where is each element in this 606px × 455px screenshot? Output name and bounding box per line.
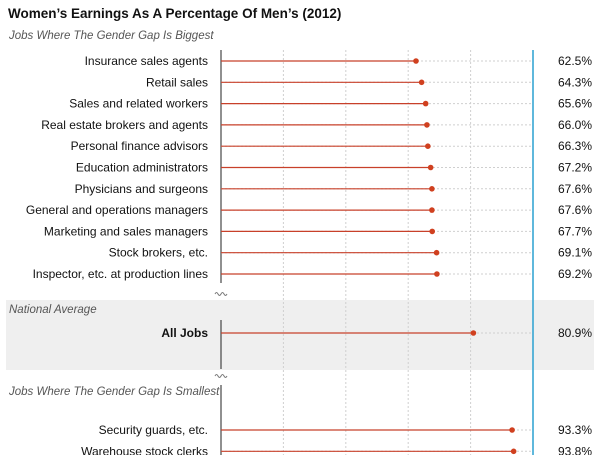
axis-break-mark (214, 374, 228, 378)
chart-marks: Jobs Where The Gender Gap Is Biggest Insu… (8, 30, 592, 455)
chart-title: Women’s Earnings As A Percentage Of Men’… (8, 6, 341, 21)
value-dot (470, 330, 477, 336)
category-label: Retail sales (146, 75, 208, 89)
national-average-band (6, 300, 594, 370)
section-header: National Average (9, 304, 97, 316)
value-dot (422, 100, 429, 107)
value-label: 69.2% (558, 267, 592, 281)
category-label: Education administrators (76, 161, 208, 175)
section-header: Jobs Where The Gender Gap Is Smallest (8, 386, 220, 398)
value-label: 66.0% (558, 118, 592, 132)
value-dot (429, 186, 435, 192)
value-dot (509, 427, 515, 433)
value-label: 67.6% (558, 203, 592, 217)
category-label: Insurance sales agents (85, 54, 208, 68)
category-label: Real estate brokers and agents (41, 118, 208, 132)
value-label: 93.3% (558, 423, 592, 437)
value-label: 93.8% (558, 444, 592, 455)
value-dot (434, 271, 440, 277)
category-label: Personal finance advisors (71, 139, 208, 153)
value-dot (424, 122, 430, 128)
category-label: Stock brokers, etc. (109, 246, 208, 260)
category-label: Warehouse stock clerks (81, 444, 208, 455)
value-label: 64.3% (558, 75, 592, 89)
value-label: 67.7% (558, 224, 592, 238)
category-label: Sales and related workers (69, 97, 208, 111)
value-dot (427, 164, 434, 171)
value-dot (418, 79, 425, 86)
category-label: Physicians and surgeons (75, 182, 208, 196)
value-dot (429, 228, 436, 235)
value-label: 67.2% (558, 161, 592, 175)
value-label: 65.6% (558, 97, 592, 111)
category-label: All Jobs (161, 326, 208, 340)
value-label: 62.5% (558, 54, 592, 68)
section-header: Jobs Where The Gender Gap Is Biggest (8, 30, 214, 42)
category-label: Inspector, etc. at production lines (33, 267, 208, 281)
value-label: 80.9% (558, 326, 592, 340)
value-dot (433, 249, 440, 256)
value-dot (413, 58, 419, 64)
value-dot (429, 207, 435, 213)
category-label: General and operations managers (26, 203, 208, 217)
value-dot (425, 143, 431, 149)
value-label: 66.3% (558, 139, 592, 153)
category-label: Security guards, etc. (99, 423, 208, 437)
value-label: 67.6% (558, 182, 592, 196)
value-label: 69.1% (558, 246, 592, 260)
value-dot (510, 448, 517, 455)
axis-break-mark (214, 292, 228, 296)
category-label: Marketing and sales managers (44, 224, 208, 238)
